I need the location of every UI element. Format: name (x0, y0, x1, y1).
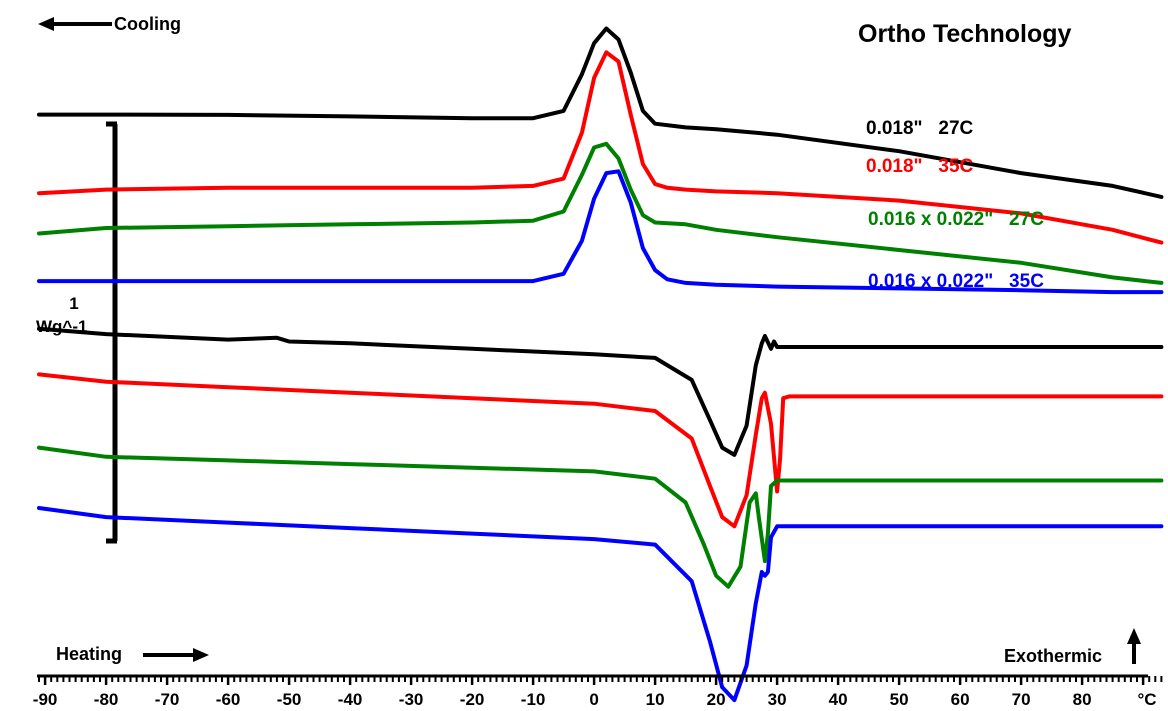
x-tick-label: -60 (216, 690, 241, 709)
exothermic-annotation (1127, 628, 1141, 664)
x-tick-label: -70 (155, 690, 180, 709)
heating-label: Heating (56, 644, 122, 664)
up-arrow-icon (1127, 628, 1141, 644)
x-tick-label: 70 (1012, 690, 1031, 709)
x-tick-label: -20 (460, 690, 485, 709)
x-tick-label: -80 (94, 690, 119, 709)
x-tick-label: 10 (646, 690, 665, 709)
legend-label-1: 0.018" 35C (866, 156, 974, 177)
series-line-cooling-3 (37, 169, 1164, 295)
x-tick-label: 30 (768, 690, 787, 709)
scale-bar-value: 1 (69, 294, 78, 313)
legend-label-3: 0.016 x 0.022" 35C (868, 271, 1044, 292)
curves (37, 26, 1164, 703)
exothermic-label: Exothermic (1004, 646, 1102, 666)
legend-label-2: 0.016 x 0.022" 27C (868, 209, 1044, 230)
series-line-cooling-0 (37, 26, 1164, 199)
legend-label-0: 0.018" 27C (866, 118, 974, 139)
series-line-cooling-2 (37, 141, 1164, 285)
series-line-heating-5 (37, 372, 1164, 529)
x-tick-label: 80 (1073, 690, 1092, 709)
x-tick-label: 0 (589, 690, 598, 709)
series-line-heating-6 (37, 445, 1164, 589)
series-line-heating-4 (37, 326, 1164, 457)
right-arrow-icon (193, 648, 209, 662)
x-tick-label: 20 (707, 690, 726, 709)
left-arrow-icon (38, 17, 54, 31)
x-tick-label: 40 (829, 690, 848, 709)
cooling-label: Cooling (114, 14, 181, 34)
x-tick-label: -50 (277, 690, 302, 709)
heating-annotation (143, 648, 209, 662)
x-tick-label: -10 (521, 690, 546, 709)
x-tick-label: 60 (951, 690, 970, 709)
x-tick-label: 50 (890, 690, 909, 709)
cooling-annotation (38, 17, 112, 31)
series-line-cooling-1 (37, 50, 1164, 245)
x-tick-label: -40 (338, 690, 363, 709)
x-axis: -90 -80 -70 -60 -50 -40 -30 -20 -10 0 10 20 30 40 50 60… (33, 674, 1163, 709)
x-axis-unit-label: °C (1137, 690, 1156, 709)
legend: 0.018" 27C 0.018" 35C 0.016 x 0.022" 27C 0.… (866, 118, 1044, 292)
x-tick-label: -90 (33, 690, 58, 709)
x-tick-label: -30 (399, 690, 424, 709)
series-line-heating-7 (37, 506, 1164, 703)
chart-title: Ortho Technology (858, 20, 1072, 48)
